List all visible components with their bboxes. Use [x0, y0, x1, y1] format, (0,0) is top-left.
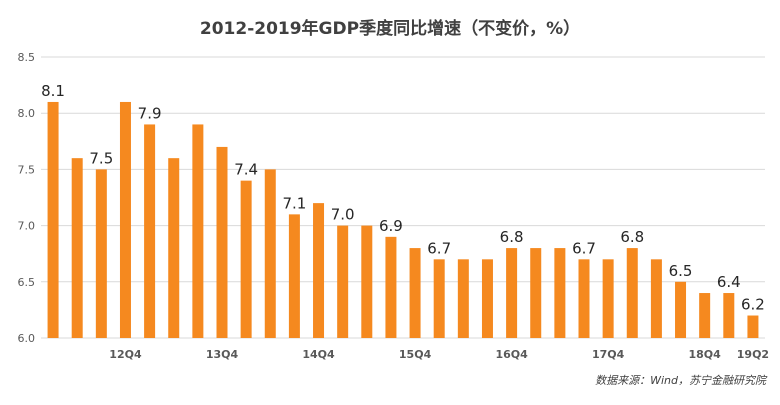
bar: [337, 225, 349, 338]
bar: [192, 124, 204, 338]
bar: [264, 169, 276, 338]
data-label: 6.2: [741, 296, 765, 314]
bar: [168, 158, 180, 338]
x-tick-label: 14Q4: [302, 348, 335, 361]
bar: [361, 225, 373, 338]
data-label: 6.4: [717, 273, 741, 291]
y-tick-label: 7.5: [18, 163, 36, 176]
bar: [602, 259, 614, 338]
data-label: 7.1: [282, 194, 306, 212]
bar: [481, 259, 493, 338]
data-label: 6.8: [620, 228, 644, 246]
bar: [506, 248, 518, 338]
x-tick-label: 16Q4: [495, 348, 528, 361]
bar: [71, 158, 83, 338]
y-tick-label: 6.5: [18, 276, 36, 289]
bar: [650, 259, 662, 338]
y-tick-label: 7.0: [18, 220, 36, 233]
x-tick-label: 15Q4: [399, 348, 432, 361]
bar: [240, 180, 252, 338]
y-tick-label: 6.0: [18, 332, 36, 345]
chart-title: 2012-2019年GDP季度同比增速（不变价，%）: [199, 19, 581, 39]
bar: [47, 101, 59, 339]
y-tick-label: 8.5: [18, 51, 36, 64]
bar: [144, 124, 156, 338]
bar: [554, 248, 566, 338]
data-label: 7.9: [138, 104, 162, 122]
bar: [747, 315, 759, 338]
bar: [216, 146, 228, 338]
x-tick-label: 19Q2: [737, 348, 769, 361]
x-tick-label: 18Q4: [689, 348, 722, 361]
x-tick-label: 12Q4: [109, 348, 142, 361]
bar: [288, 214, 300, 338]
bar: [578, 259, 590, 338]
bar: [119, 101, 131, 339]
bar: [385, 236, 397, 338]
x-tick-label: 13Q4: [206, 348, 239, 361]
data-label: 6.7: [427, 239, 451, 257]
data-label: 6.9: [379, 217, 403, 235]
x-tick-label: 17Q4: [592, 348, 625, 361]
bar: [699, 293, 711, 338]
data-label: 8.1: [41, 82, 65, 100]
data-label: 6.8: [500, 228, 524, 246]
bar: [409, 248, 421, 338]
bar: [626, 248, 638, 338]
bar: [457, 259, 469, 338]
bar: [530, 248, 542, 338]
bar: [95, 169, 107, 338]
y-tick-label: 8.0: [18, 107, 36, 120]
data-label: 6.7: [572, 239, 596, 257]
bar: [433, 259, 445, 338]
data-label: 7.0: [331, 206, 355, 224]
bar: [313, 203, 325, 338]
bar: [675, 281, 687, 338]
data-label: 7.4: [234, 161, 258, 179]
bar: [723, 293, 735, 338]
data-label: 6.5: [669, 262, 693, 280]
data-label: 7.5: [89, 149, 113, 167]
source-note: 数据来源：Wind，苏宁金融研究院: [595, 374, 766, 387]
